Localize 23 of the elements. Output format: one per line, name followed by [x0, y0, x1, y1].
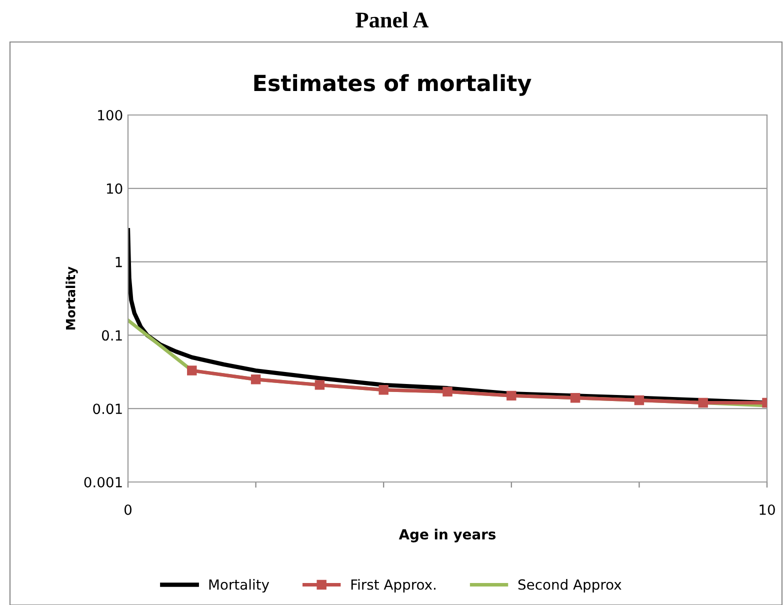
y-tick-label: 100 — [98, 110, 122, 120]
point — [570, 393, 580, 403]
point — [250, 374, 261, 384]
legend-label: Mortality — [209, 579, 270, 592]
point — [506, 390, 516, 401]
point — [442, 386, 452, 397]
point — [187, 366, 197, 376]
y-tick-label: 0.1 — [102, 330, 122, 341]
y-tick-label: 1 — [116, 256, 122, 268]
y-axis-title: Mortality — [66, 266, 78, 330]
x-tick-label: 0 — [124, 504, 132, 515]
point — [634, 395, 644, 406]
point — [378, 385, 388, 395]
point — [698, 398, 708, 408]
y-tick-label: 10 — [106, 183, 122, 194]
chart-subtitle: Estimates of mortality — [254, 74, 532, 96]
y-tick-label: 0.01 — [93, 404, 122, 414]
y-tick-label: 0.001 — [84, 476, 122, 488]
chart-title: Panel A — [356, 12, 429, 28]
point — [314, 380, 325, 390]
legend-label: First Approx. — [351, 579, 436, 592]
legend-label: Second Approx — [518, 579, 622, 592]
x-axis-title: Age in years — [398, 528, 496, 542]
